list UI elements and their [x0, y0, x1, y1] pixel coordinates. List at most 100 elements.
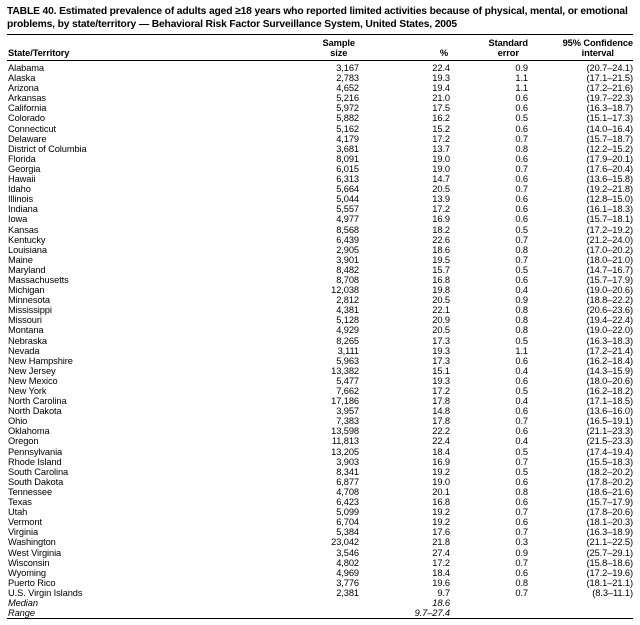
- column-header-sample-size: Sample size: [322, 38, 356, 58]
- cell-state: Minnesota: [8, 295, 50, 306]
- cell-confidence-interval: (12.8–15.0): [586, 194, 634, 205]
- cell-state: Oklahoma: [8, 426, 50, 437]
- cell-standard-error: 0.8: [515, 577, 528, 588]
- cell-standard-error: 0.3: [515, 537, 528, 548]
- table-row: Tennessee 4,708 20.1 0.8 (18.6–21.6): [7, 487, 633, 497]
- cell-standard-error: 0.6: [515, 497, 528, 508]
- cell-state: Kansas: [8, 224, 39, 235]
- cell-sample-size: 5,882: [336, 113, 359, 124]
- table-row: Minnesota 2,812 20.5 0.9 (18.8–22.2): [7, 295, 633, 305]
- table-row: Montana 4,929 20.5 0.8 (19.0–22.0): [7, 325, 633, 335]
- cell-confidence-interval: (21.1–22.5): [586, 537, 634, 548]
- table-row: New York 7,662 17.2 0.5 (16.2–18.2): [7, 386, 633, 396]
- cell-percent: 17.2: [432, 204, 450, 215]
- table-row: Ohio 7,383 17.8 0.7 (16.5–19.1): [7, 416, 633, 426]
- cell-confidence-interval: (17.2–19.6): [586, 567, 634, 578]
- cell-state: Michigan: [8, 285, 45, 296]
- table-row: Rhode Island 3,903 16.9 0.7 (15.5–18.3): [7, 457, 633, 467]
- cell-sample-size: 2,381: [336, 587, 359, 598]
- cell-sample-size: 6,704: [336, 517, 359, 528]
- column-header-confidence-interval: 95% Confidence interval: [562, 38, 634, 58]
- cell-percent: 22.1: [432, 305, 450, 316]
- cell-percent: 20.5: [432, 184, 450, 195]
- cell-percent: 17.2: [432, 133, 450, 144]
- cell-standard-error: 0.5: [515, 335, 528, 346]
- table-row: Colorado 5,882 16.2 0.5 (15.1–17.3): [7, 113, 633, 123]
- cell-sample-size: [273, 608, 359, 619]
- cell-percent: 17.6: [432, 527, 450, 538]
- cell-sample-size: 3,167: [336, 63, 359, 73]
- cell-percent: 18.6: [432, 597, 450, 608]
- cell-sample-size: 3,776: [336, 577, 359, 588]
- cell-state: Wyoming: [8, 567, 46, 578]
- cell-sample-size: 5,963: [336, 355, 359, 366]
- cell-percent: 22.6: [432, 234, 450, 245]
- cell-confidence-interval: (17.8–20.6): [586, 507, 634, 518]
- cell-sample-size: 3,903: [336, 456, 359, 467]
- cell-sample-size: 5,099: [336, 507, 359, 518]
- cell-confidence-interval: (12.2–15.2): [586, 143, 634, 154]
- cell-confidence-interval: (19.7–22.3): [586, 93, 634, 104]
- cell-standard-error: 1.1: [515, 345, 528, 356]
- cell-standard-error: 0.7: [515, 254, 528, 265]
- cell-standard-error: 0.4: [515, 396, 528, 407]
- cell-standard-error: 0.5: [515, 224, 528, 235]
- cell-standard-error: 0.6: [515, 476, 528, 487]
- cell-confidence-interval: (25.7–29.1): [586, 547, 634, 558]
- table-row: Massachusetts 8,708 16.8 0.6 (15.7–17.9): [7, 275, 633, 285]
- cell-sample-size: 4,977: [336, 214, 359, 225]
- cell-state: Tennessee: [8, 486, 53, 497]
- cell-percent: 19.5: [432, 254, 450, 265]
- cell-state: Arizona: [8, 83, 39, 94]
- cell-confidence-interval: (18.1–21.1): [586, 577, 634, 588]
- cell-state: Arkansas: [8, 93, 46, 104]
- cell-confidence-interval: [528, 608, 633, 619]
- cell-confidence-interval: (17.6–20.4): [586, 163, 634, 174]
- cell-standard-error: 0.7: [515, 456, 528, 467]
- cell-state: Rhode Island: [8, 456, 62, 467]
- cell-percent: 17.3: [432, 355, 450, 366]
- cell-state: Ohio: [8, 416, 28, 427]
- summary-row: Median 18.6: [7, 598, 633, 608]
- table-row: California 5,972 17.5 0.6 (16.3–18.7): [7, 103, 633, 113]
- cell-sample-size: 17,186: [331, 396, 359, 407]
- table-row: Delaware 4,179 17.2 0.7 (15.7–18.7): [7, 134, 633, 144]
- table-row: Texas 6,423 16.8 0.6 (15.7–17.9): [7, 497, 633, 507]
- cell-confidence-interval: (17.8–20.2): [586, 476, 634, 487]
- cell-percent: 9.7–27.4: [414, 608, 450, 619]
- cell-state: Florida: [8, 153, 36, 164]
- table-row: Georgia 6,015 19.0 0.7 (17.6–20.4): [7, 164, 633, 174]
- cell-confidence-interval: (16.3–18.3): [586, 335, 634, 346]
- cell-standard-error: 0.6: [515, 123, 528, 134]
- cell-percent: 17.2: [432, 386, 450, 396]
- cell-sample-size: 4,381: [336, 305, 359, 316]
- table-row: Pennsylvania 13,205 18.4 0.5 (17.4–19.4): [7, 447, 633, 457]
- cell-state: California: [8, 103, 47, 114]
- cell-confidence-interval: (14.0–16.4): [586, 123, 634, 134]
- cell-state: Georgia: [8, 163, 41, 174]
- cell-sample-size: 7,383: [336, 416, 359, 427]
- cell-state: Nebraska: [8, 335, 47, 346]
- cell-state: Alabama: [8, 63, 44, 73]
- cell-percent: 16.8: [432, 497, 450, 508]
- table-row: Hawaii 6,313 14.7 0.6 (13.6–15.8): [7, 174, 633, 184]
- cell-standard-error: 0.6: [515, 214, 528, 225]
- cell-sample-size: 13,382: [331, 365, 359, 376]
- table-row: Oklahoma 13,598 22.2 0.6 (21.1–23.3): [7, 426, 633, 436]
- cell-sample-size: 12,038: [331, 285, 359, 296]
- table-row: Washington 23,042 21.8 0.3 (21.1–22.5): [7, 537, 633, 547]
- table-row: Iowa 4,977 16.9 0.6 (15.7–18.1): [7, 214, 633, 224]
- cell-percent: 20.1: [432, 486, 450, 497]
- cell-percent: 19.8: [432, 285, 450, 296]
- cell-standard-error: 0.4: [515, 285, 528, 296]
- cell-sample-size: 4,929: [336, 325, 359, 336]
- cell-confidence-interval: (17.2–21.4): [586, 345, 634, 356]
- data-table: State/Territory Sample size % Standard: [7, 34, 634, 620]
- cell-standard-error: 0.6: [515, 103, 528, 114]
- table-row: Utah 5,099 19.2 0.7 (17.8–20.6): [7, 507, 633, 517]
- cell-sample-size: 3,546: [336, 547, 359, 558]
- cell-percent: 16.9: [432, 214, 450, 225]
- table-row: Wyoming 4,969 18.4 0.6 (17.2–19.6): [7, 568, 633, 578]
- cell-standard-error: 0.5: [515, 466, 528, 477]
- table-row: North Carolina 17,186 17.8 0.4 (17.1–18.5): [7, 396, 633, 406]
